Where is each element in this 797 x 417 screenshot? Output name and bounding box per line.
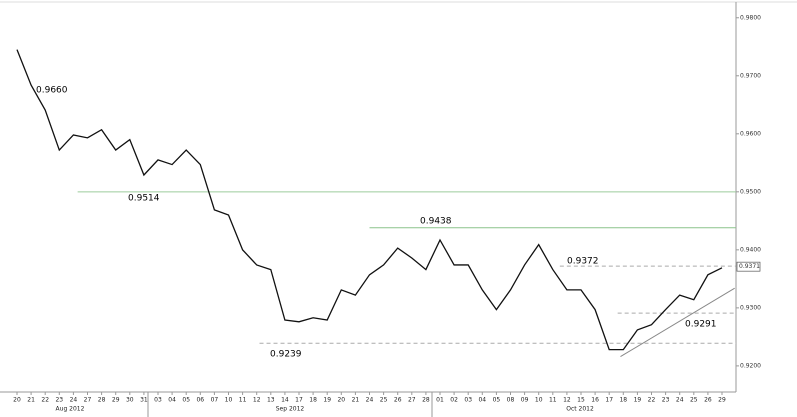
x-tick-label: 29 [718,397,726,404]
x-tick-label: 20 [337,397,345,404]
x-tick-label: 24 [366,397,374,404]
x-tick-label: 26 [704,397,712,404]
price-line [16,49,723,351]
x-tick-label: 09 [521,397,529,404]
x-tick-label: 21 [352,397,360,404]
x-tick-label: 20 [13,397,21,404]
annotation: 0.9239 [270,350,302,360]
annotation: 0.9514 [128,194,160,204]
x-tick-label: 15 [577,397,585,404]
x-tick-label: 12 [563,397,571,404]
x-tick-label: 04 [168,397,176,404]
x-tick-label: 21 [27,397,35,404]
y-tick-label: 0.9400 [740,246,761,253]
x-tick-label: 05 [493,397,501,404]
x-tick-label: 11 [549,397,557,404]
x-tick-label: 04 [478,397,486,404]
last-price-label: 0.9371 [739,263,760,270]
y-tick-label: 0.9700 [740,72,761,79]
month-label: Aug 2012 [56,406,85,413]
annotation: 0.9438 [420,217,452,227]
x-tick-label: 28 [422,397,430,404]
month-label: Oct 2012 [566,406,594,413]
x-tick-label: 06 [196,397,204,404]
x-tick-label: 08 [507,397,515,404]
x-tick-label: 14 [281,397,289,404]
x-tick-label: 19 [634,397,642,404]
x-tick-label: 03 [154,397,162,404]
x-tick-label: 28 [98,397,106,404]
x-tick-label: 23 [55,397,63,404]
x-tick-label: 01 [436,397,444,404]
annotation: 0.9660 [36,86,68,96]
last-price-box [736,261,761,272]
x-tick-label: 30 [126,397,134,404]
x-tick-label: 02 [450,397,458,404]
x-tick-label: 10 [225,397,233,404]
x-tick-label: 07 [211,397,219,404]
x-tick-label: 19 [323,397,331,404]
x-tick-label: 31 [140,397,148,404]
x-tick-label: 24 [70,397,78,404]
x-tick-label: 17 [295,397,303,404]
y-tick-label: 0.9200 [740,362,761,369]
x-tick-label: 27 [408,397,416,404]
x-tick-label: 16 [591,397,599,404]
x-tick-label: 11 [239,397,247,404]
x-tick-label: 25 [380,397,388,404]
month-label: Sep 2012 [276,406,305,413]
y-tick-label: 0.9300 [740,304,761,311]
y-tick-label: 0.9800 [740,14,761,21]
x-tick-label: 29 [112,397,120,404]
x-tick-label: 24 [676,397,684,404]
x-tick-label: 26 [394,397,402,404]
x-tick-label: 03 [464,397,472,404]
x-tick-label: 23 [662,397,670,404]
x-tick-label: 17 [605,397,613,404]
x-tick-label: 27 [84,397,92,404]
x-tick-label: 12 [253,397,261,404]
x-tick-label: 18 [619,397,627,404]
trend-line [620,287,735,358]
x-tick-label: 25 [690,397,698,404]
x-tick-label: 22 [648,397,656,404]
x-tick-label: 13 [267,397,275,404]
x-tick-label: 05 [182,397,190,404]
y-tick-label: 0.9500 [740,188,761,195]
annotation: 0.9291 [685,320,717,330]
annotation: 0.9372 [567,257,599,267]
x-tick-label: 18 [309,397,317,404]
x-tick-label: 10 [535,397,543,404]
x-tick-label: 22 [41,397,49,404]
y-tick-label: 0.9600 [740,130,761,137]
